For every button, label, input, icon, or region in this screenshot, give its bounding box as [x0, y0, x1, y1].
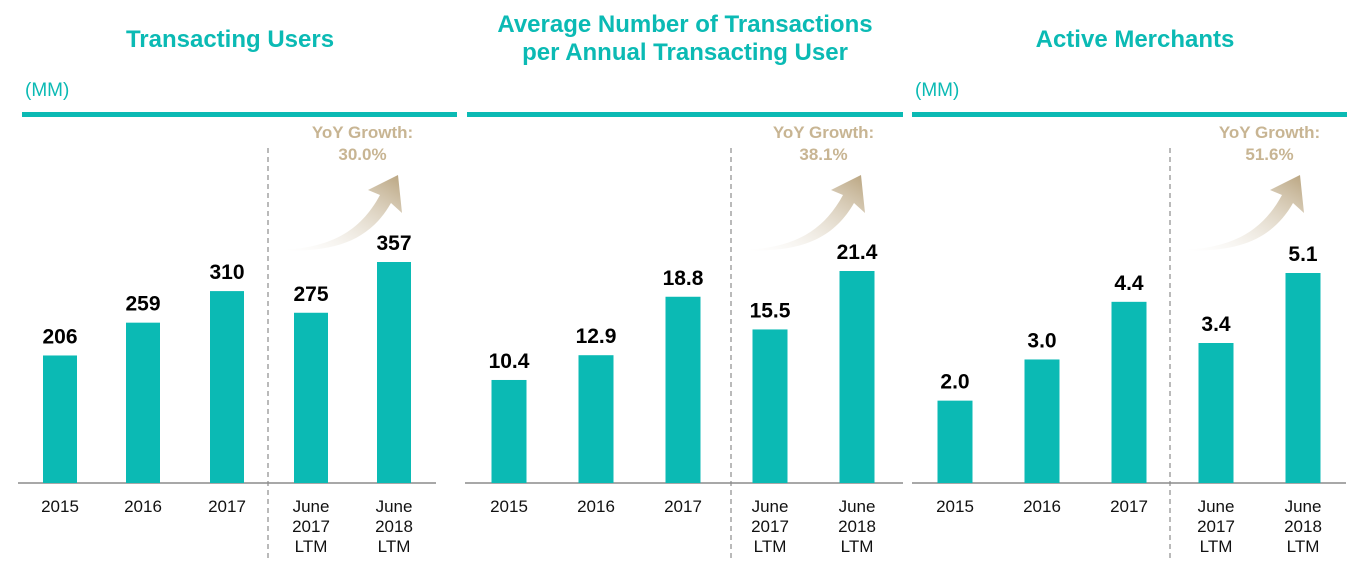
value-label: 3.0 — [1027, 329, 1056, 352]
value-label: 12.9 — [576, 325, 617, 348]
yoy-growth-value: 38.1% — [799, 145, 847, 164]
bar — [665, 296, 701, 483]
bar-chart-transacting-users: 206 2015 259 2016 310 2017 275 June 2017 LTM 357 Ju… — [18, 123, 436, 560]
bar — [377, 262, 411, 483]
growth-arrow-icon — [1182, 175, 1304, 251]
header-rule — [22, 112, 457, 117]
value-label: 15.5 — [750, 299, 791, 322]
bar — [491, 379, 527, 483]
header-rule — [912, 112, 1347, 117]
x-tick-label: 2016 — [577, 497, 615, 516]
value-label: 310 — [209, 261, 244, 284]
bar — [839, 271, 875, 483]
bar — [937, 400, 973, 483]
value-label: 3.4 — [1201, 313, 1231, 336]
x-tick-label: June 2018 LTM — [375, 497, 413, 556]
chart-title: Active Merchants — [1035, 26, 1235, 53]
x-tick-label: 2017 — [664, 497, 702, 516]
yoy-growth-label: YoY Growth: — [312, 123, 413, 142]
value-label: 2.0 — [940, 371, 969, 394]
yoy-growth-value: 51.6% — [1245, 145, 1293, 164]
panel-avg-transactions: Average Number of Transactions per Annua… — [460, 0, 910, 579]
bar — [126, 322, 160, 483]
x-tick-label: 2016 — [1023, 497, 1061, 516]
value-label: 275 — [293, 283, 328, 306]
yoy-growth-label: YoY Growth: — [1219, 123, 1320, 142]
bar-chart-active-merchants: 2.0 2015 3.0 2016 4.4 2017 3.4 June 2017 LTM 5.1 Ju… — [912, 123, 1346, 560]
unit-label: (MM) — [25, 80, 70, 101]
bar — [1198, 343, 1234, 483]
chart-title-line-1: Average Number of Transactions — [497, 11, 873, 38]
x-tick-label: June 2018 LTM — [838, 497, 876, 556]
value-label: 18.8 — [663, 267, 704, 290]
x-tick-label: June 2017 LTM — [751, 497, 789, 556]
value-label: 357 — [376, 232, 411, 255]
bar — [43, 355, 77, 483]
value-label: 206 — [42, 325, 77, 348]
bar — [210, 291, 244, 483]
x-tick-label: 2015 — [936, 497, 974, 516]
yoy-growth-value: 30.0% — [338, 145, 386, 164]
header-rule — [467, 112, 903, 117]
unit-label: (MM) — [915, 80, 960, 101]
x-tick-label: June 2017 LTM — [292, 497, 330, 556]
x-tick-label: 2015 — [41, 497, 79, 516]
x-tick-label: June 2017 LTM — [1197, 497, 1235, 556]
x-tick-label: 2017 — [1110, 497, 1148, 516]
bar — [1285, 273, 1321, 483]
chart-title-line-2: per Annual Transacting User — [522, 39, 848, 66]
bar-chart-avg-transactions: 10.4 2015 12.9 2016 18.8 2017 15.5 June 2017 LTM 2… — [465, 123, 903, 560]
panel-active-merchants: Active Merchants (MM) 2.0 2015 3.0 2016 4.4 2… — [905, 0, 1365, 579]
chart-title: Transacting Users — [125, 26, 335, 53]
bar — [294, 312, 328, 483]
value-label: 10.4 — [489, 350, 530, 373]
yoy-growth-label: YoY Growth: — [773, 123, 874, 142]
x-tick-label: June 2018 LTM — [1284, 497, 1322, 556]
value-label: 259 — [125, 293, 160, 316]
chart-title: Average Number of Transactions per Annua… — [460, 11, 910, 67]
bar — [1024, 359, 1060, 483]
bar — [1111, 301, 1147, 483]
panel-transacting-users: Transacting Users (MM) 206 2015 259 2016 310… — [0, 0, 460, 579]
growth-arrow-icon — [280, 175, 402, 251]
x-tick-label: 2017 — [208, 497, 246, 516]
value-label: 4.4 — [1114, 272, 1144, 295]
bar — [578, 355, 614, 483]
x-tick-label: 2016 — [124, 497, 162, 516]
value-label: 5.1 — [1288, 243, 1318, 266]
value-label: 21.4 — [837, 241, 878, 264]
growth-arrow-icon — [743, 175, 865, 251]
x-tick-label: 2015 — [490, 497, 528, 516]
bar — [752, 329, 788, 483]
